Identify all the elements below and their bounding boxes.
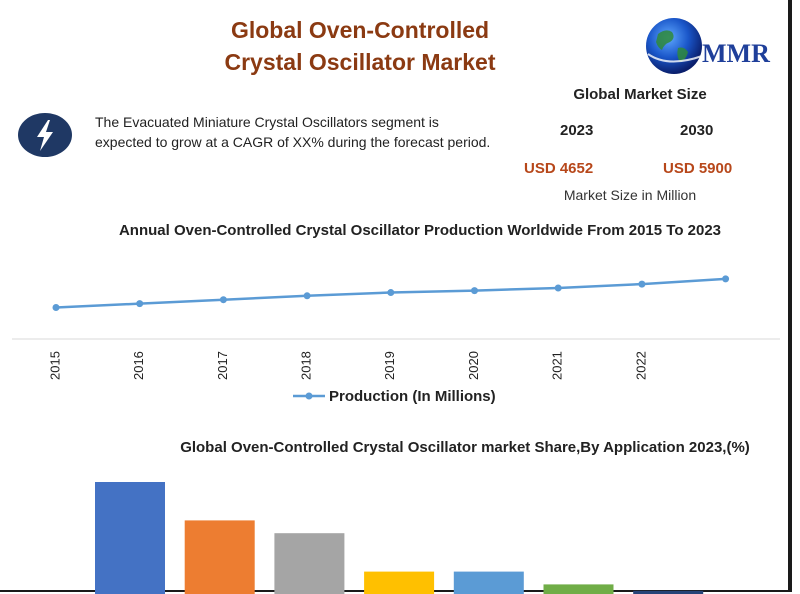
x-tick-label: 2021 — [550, 351, 565, 380]
share-bar-1 — [95, 482, 165, 594]
share-bar-2 — [184, 520, 255, 594]
production-line-chart: 2015 2016 2017 2018 2019 2020 2021 2022 Producti… — [12, 275, 780, 405]
production-point-2022 — [638, 280, 646, 288]
line-chart-title: Annual Oven-Controlled Crystal Oscillato… — [118, 222, 722, 239]
x-tick-label: 2017 — [215, 351, 230, 380]
market-size-title: Global Market Size — [573, 86, 707, 103]
value-start: USD 4652 — [524, 160, 594, 177]
production-point-2018 — [303, 292, 311, 300]
production-point-2020 — [471, 287, 478, 295]
value-end: USD 5900 — [663, 160, 733, 177]
production-point-2019 — [387, 289, 395, 297]
application-share-bar-chart — [95, 482, 704, 594]
bar-chart-title: Global Oven-Controlled Crystal Oscillato… — [180, 439, 750, 456]
production-point-2015 — [52, 304, 60, 311]
production-point-2017 — [219, 296, 227, 304]
lightning-bolt-icon — [18, 113, 72, 157]
share-bar-4 — [364, 571, 435, 594]
legend-label: Production (In Millions) — [329, 388, 496, 405]
x-tick-label: 2022 — [633, 351, 648, 380]
x-tick-label: 2019 — [382, 351, 397, 380]
legend-marker — [305, 392, 313, 400]
x-tick-label: 2020 — [466, 351, 481, 380]
production-point-2021 — [554, 284, 562, 292]
mmr-logo: MMR — [640, 14, 780, 80]
share-bar-6 — [543, 584, 614, 594]
year-start: 2023 — [560, 122, 594, 139]
globe-icon — [646, 18, 703, 74]
x-tick-label: 2016 — [131, 351, 146, 380]
year-end: 2030 — [680, 122, 714, 139]
x-tick-label: 2018 — [299, 351, 314, 380]
segment-growth-note: The Evacuated Miniature Crystal Oscillat… — [95, 114, 491, 150]
production-point-last — [722, 275, 730, 283]
share-bar-5 — [453, 571, 524, 594]
share-bar-3 — [274, 533, 345, 594]
logo-text: MMR — [702, 39, 770, 68]
market-size-units: Market Size in Million — [563, 187, 697, 203]
production-point-2016 — [136, 300, 144, 308]
share-bar-7 — [633, 590, 704, 594]
page-title: Global Oven-Controlled Crystal Oscillato… — [224, 17, 496, 75]
x-tick-label: 2015 — [47, 351, 62, 380]
